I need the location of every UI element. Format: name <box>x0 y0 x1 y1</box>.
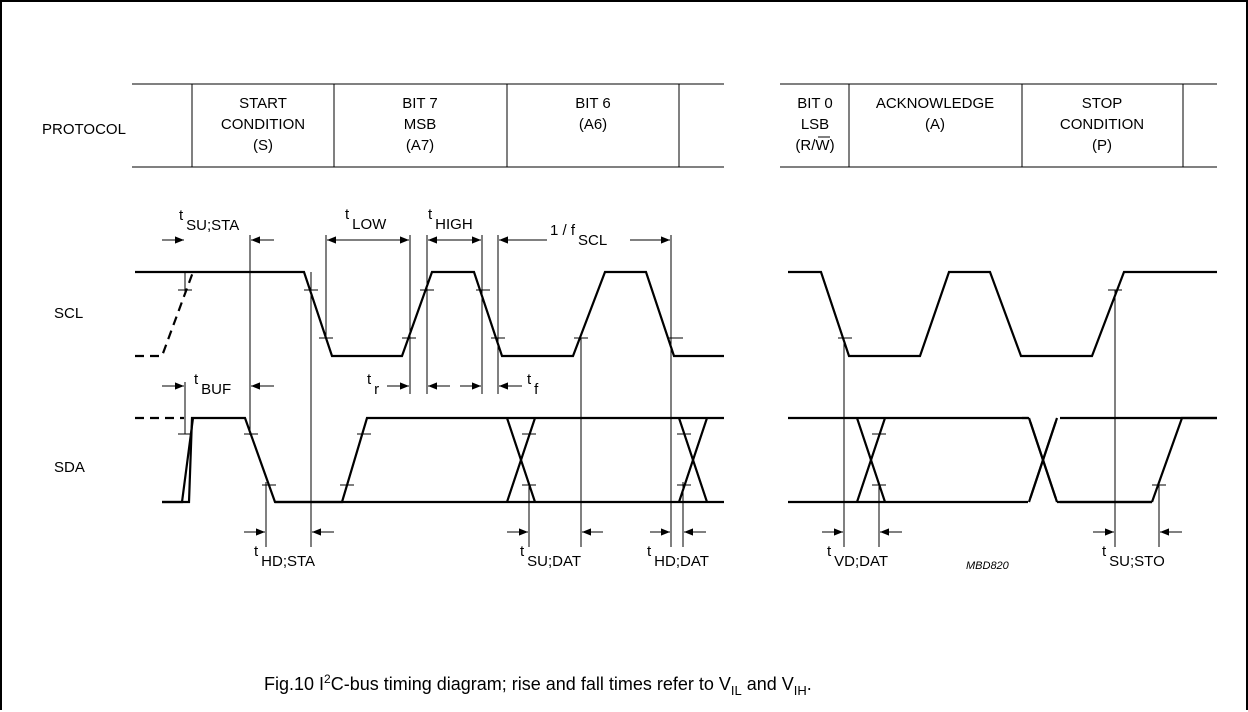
label-t-low: tLOW <box>345 206 387 233</box>
protocol-table: PROTOCOL START CONDITION (S) BIT 7 MSB (… <box>42 83 1217 168</box>
sda-trace-left <box>162 416 724 504</box>
field-bit0-line1: BIT 0 <box>797 95 833 112</box>
timing-labels: tSU;STA tLOW tHIGH 1 / fSCL tBUF tr tf t… <box>179 206 1165 572</box>
field-bit7-line1: BIT 7 <box>402 95 438 112</box>
field-bit6-line2: (A6) <box>579 116 607 133</box>
sda-mask <box>1028 498 1060 506</box>
label-t-su-sto: tSU;STO <box>1102 543 1165 570</box>
sda-trace-left <box>162 417 195 504</box>
field-bit7-line2: MSB <box>404 116 437 133</box>
field-stop-line1: STOP <box>1082 95 1123 112</box>
scl-trace-left <box>135 270 724 358</box>
label-t-r: tr <box>367 371 379 398</box>
sda-stop-edge <box>1150 416 1217 503</box>
field-ack-line2: (A) <box>925 116 945 133</box>
sda-label: SDA <box>54 459 85 476</box>
field-start-line3: (S) <box>253 137 273 154</box>
label-t-hd-sta: tHD;STA <box>254 543 315 570</box>
scl-dashed-edge <box>135 271 195 358</box>
figure-code: MBD820 <box>966 560 1010 572</box>
label-1-over-fscl: 1 / fSCL <box>550 222 607 249</box>
reference-lines <box>184 235 1160 547</box>
protocol-label: PROTOCOL <box>42 121 126 138</box>
figure-caption: Fig.10 I2C-bus timing diagram; rise and … <box>264 672 812 698</box>
sda-cross <box>1027 417 1059 503</box>
sda-cross <box>677 417 709 503</box>
scl-trace-right <box>788 270 1217 358</box>
label-t-f: tf <box>527 371 539 398</box>
label-t-vd-dat: tVD;DAT <box>827 543 888 570</box>
sda-mask <box>1028 414 1060 422</box>
field-stop-line2: CONDITION <box>1060 116 1144 133</box>
field-ack-line1: ACKNOWLEDGE <box>876 95 994 112</box>
label-t-su-dat: tSU;DAT <box>520 543 581 570</box>
field-bit7-line3: (A7) <box>406 137 434 154</box>
label-t-high: tHIGH <box>428 206 473 233</box>
field-bit6-line1: BIT 6 <box>575 95 611 112</box>
field-bit0-line3: (R/W) <box>795 137 834 154</box>
scl-label: SCL <box>54 305 83 322</box>
field-start-line2: CONDITION <box>221 116 305 133</box>
field-bit0-line2: LSB <box>801 116 829 133</box>
label-t-buf: tBUF <box>194 371 231 398</box>
sda-cross <box>855 417 887 503</box>
timing-arrows <box>162 236 1182 536</box>
sda-waveform <box>135 416 1217 504</box>
scl-waveform <box>135 270 1217 358</box>
label-t-hd-dat: tHD;DAT <box>647 543 709 570</box>
label-t-su-sta: tSU;STA <box>179 207 239 234</box>
field-stop-line3: (P) <box>1092 137 1112 154</box>
sda-cross <box>505 417 537 503</box>
field-start-line1: START <box>239 95 287 112</box>
